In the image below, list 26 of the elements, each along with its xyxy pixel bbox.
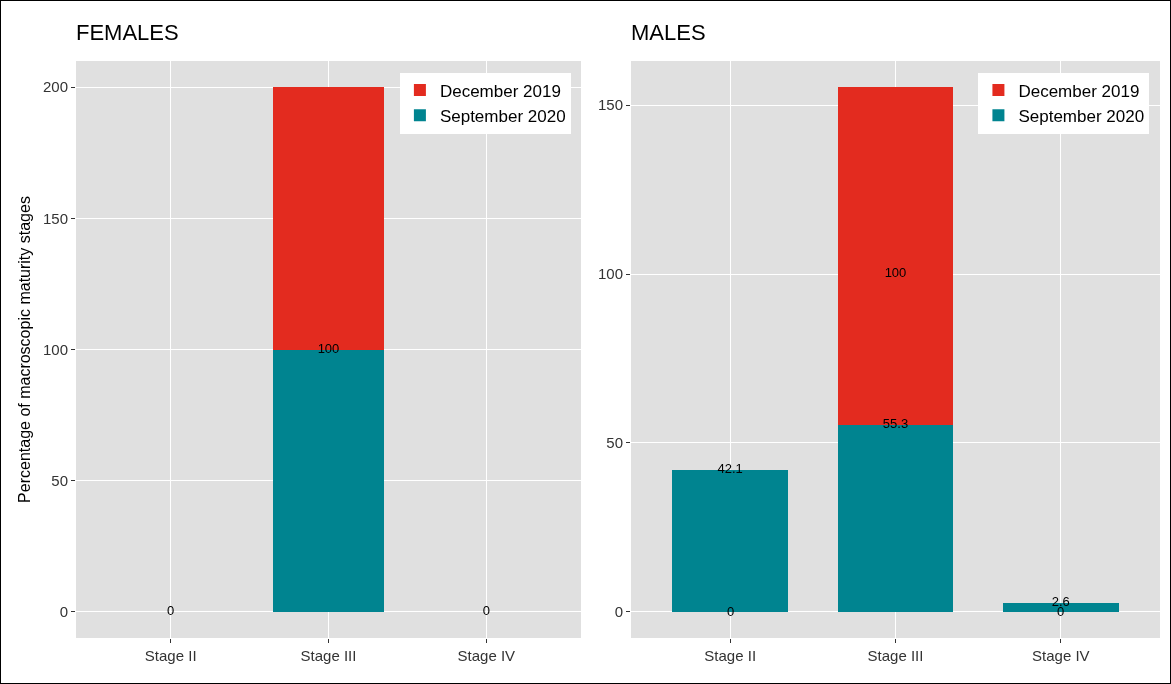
y-tick-label: 150 xyxy=(597,96,623,114)
x-tick-label: Stage II xyxy=(144,647,197,664)
y-tick-label: 100 xyxy=(597,265,623,283)
legend-label: September 2020 xyxy=(439,106,566,126)
y-tick-label: 0 xyxy=(614,602,623,620)
x-tick-label: Stage IV xyxy=(457,647,516,664)
y-tick-label: 50 xyxy=(606,434,623,452)
y-tick-label: 100 xyxy=(42,340,68,358)
legend-label: December 2019 xyxy=(1018,81,1140,101)
legend-label: December 2019 xyxy=(439,81,561,101)
legend-label: September 2020 xyxy=(1018,106,1145,126)
data-label: 100 xyxy=(884,265,907,281)
y-tick-label: 0 xyxy=(59,603,68,621)
data-label: 0 xyxy=(482,603,490,619)
chart-title: MALES xyxy=(631,20,706,46)
annotation: 0 xyxy=(727,604,735,619)
y-tick-label: 50 xyxy=(51,471,68,489)
y-axis-title: Percentage of macroscopic maturity stages xyxy=(15,196,33,503)
x-tick-label: Stage II xyxy=(704,647,757,664)
y-tick-label: 150 xyxy=(42,209,68,227)
x-tick-label: Stage IV xyxy=(1032,647,1090,664)
x-tick-label: Stage III xyxy=(867,647,924,664)
chart-title: FEMALES xyxy=(76,20,179,46)
x-tick-label: Stage III xyxy=(300,647,357,664)
data-label: 0 xyxy=(167,603,175,619)
y-tick-label: 200 xyxy=(42,78,68,96)
